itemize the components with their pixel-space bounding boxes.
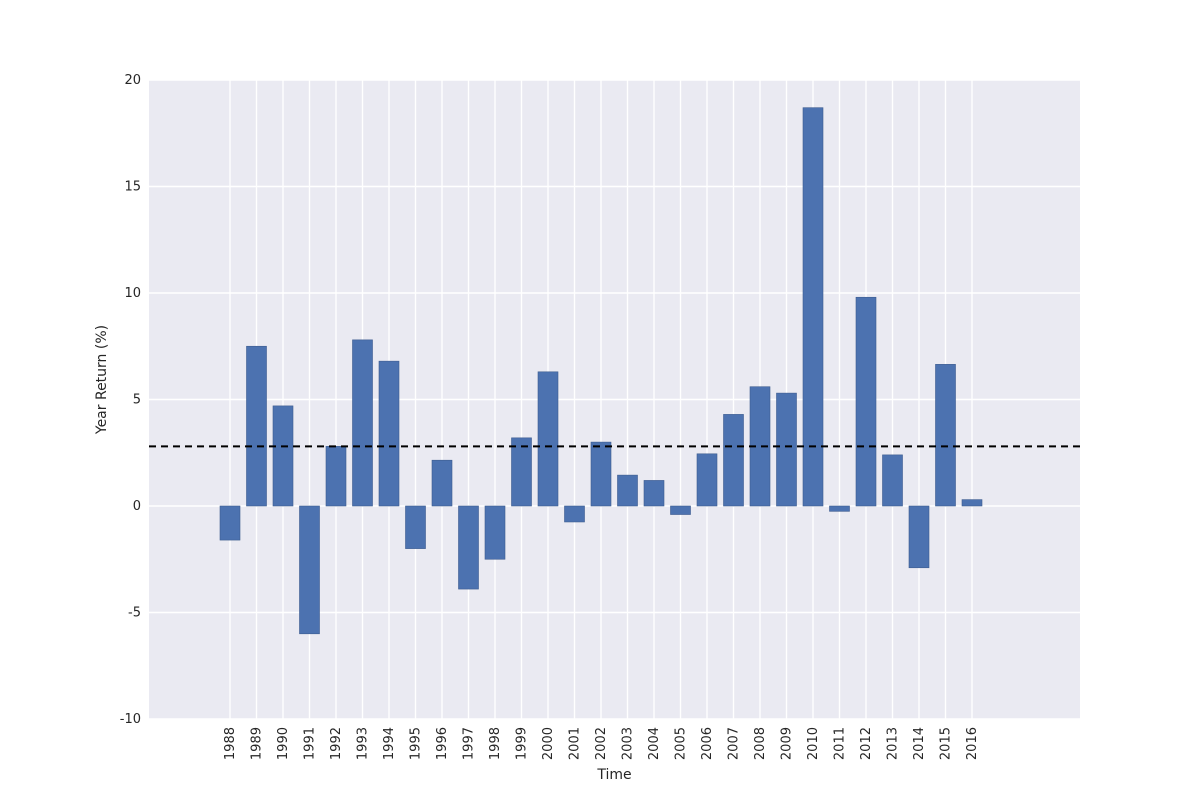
bar-1998 [484,505,506,560]
bar-2009 [776,392,797,507]
x-tick-label: 1989 [250,727,265,760]
bar-1999 [511,437,532,507]
bar-2004 [643,480,665,507]
x-tick-label: 1988 [223,727,238,760]
bar-1996 [431,459,453,507]
bar-2006 [696,453,718,507]
x-axis-label: Time [596,767,631,783]
y-tick-label: -10 [120,712,141,727]
bar-2016 [961,499,983,507]
x-tick-label: 2010 [806,727,821,760]
x-tick-label: 2009 [780,727,795,760]
x-tick-label: 2002 [594,727,609,760]
bar-2014 [908,505,930,569]
x-tick-label: 2012 [859,727,874,760]
x-tick-label: 1993 [356,727,371,760]
x-tick-label: 2000 [541,727,556,760]
x-tick-label: 1996 [435,727,450,760]
x-tick-label: 1990 [276,727,291,760]
x-tick-label: 2013 [886,727,901,760]
bar-1988 [219,505,241,541]
y-tick-label: 5 [133,393,141,408]
bar-1994 [378,360,400,507]
bar-1997 [458,505,479,590]
x-tick-label: 2016 [965,727,980,760]
bar-2002 [590,441,612,507]
bar-1989 [246,345,267,507]
bars [219,107,983,635]
x-tick-label: 2007 [727,727,742,760]
bar-2012 [855,296,877,507]
x-tick-label: 1992 [329,727,344,760]
x-tick-label: 1991 [303,727,318,760]
bar-2001 [564,505,585,523]
x-tick-label: 2001 [568,727,583,760]
y-axis-label: Year Return (%) [94,325,110,435]
bar-1995 [405,505,426,549]
y-tick-label: 20 [124,73,141,88]
x-tick-label: 1995 [409,727,424,760]
x-tick-label: 2015 [939,727,954,760]
x-tick-label: 1994 [382,727,397,760]
bar-2010 [802,107,824,507]
bar-1992 [325,446,347,507]
bar-1993 [352,339,373,507]
x-tick-label: 2003 [621,727,636,760]
x-tick-label: 2005 [674,727,689,760]
bar-2013 [882,454,903,507]
x-tick-label: 2011 [833,727,848,760]
y-tick-label: 10 [124,286,141,301]
x-axis-ticks: 1988 1989 1990 1991 1992 1993 1994 1995 1996 1997… [223,727,980,760]
bar-2007 [723,414,744,507]
x-tick-label: 2004 [647,727,662,760]
bar-2015 [935,364,956,507]
y-tick-label: 15 [124,180,141,195]
x-tick-label: 2006 [700,727,715,760]
x-tick-label: 1998 [488,727,503,760]
x-tick-label: 2014 [912,727,927,760]
x-tick-label: 2008 [753,727,768,760]
bar-2005 [670,505,691,515]
x-tick-label: 1999 [515,727,530,760]
bar-1990 [272,405,294,507]
y-tick-label: -5 [128,606,141,621]
bar-2000 [537,371,559,507]
bar-1991 [299,505,320,635]
bar-2003 [617,474,638,507]
y-axis-ticks: -10 -5 0 5 10 15 20 [120,73,141,727]
x-tick-label: 1997 [462,727,477,760]
bar-2011 [829,505,850,512]
y-tick-label: 0 [133,499,141,514]
